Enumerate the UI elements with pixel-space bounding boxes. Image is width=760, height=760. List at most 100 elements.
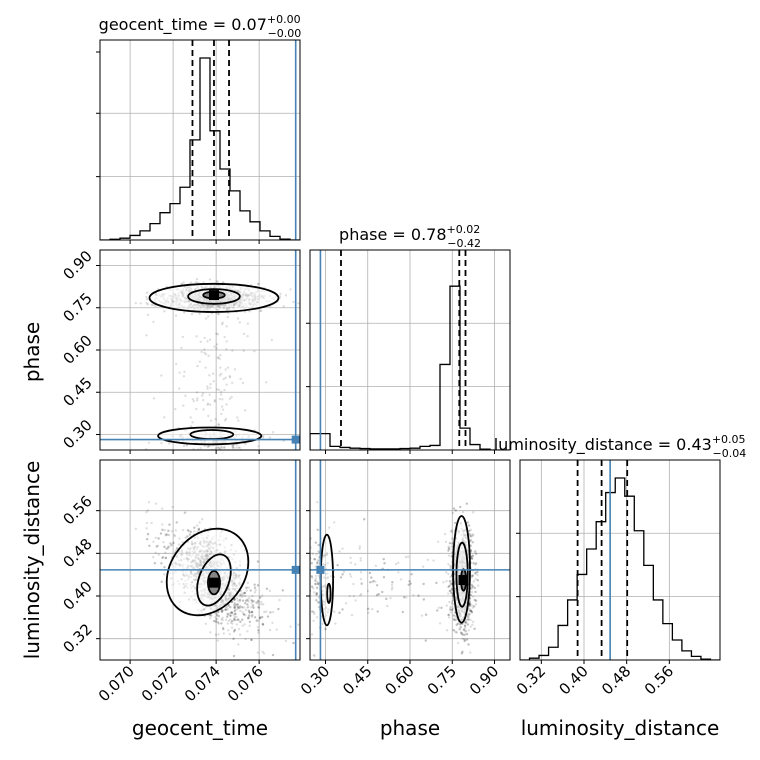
- sample-point: [474, 590, 477, 594]
- sample-point: [342, 570, 346, 574]
- sample-point: [257, 606, 260, 609]
- sample-point: [198, 312, 201, 316]
- sample-point: [189, 530, 192, 534]
- sample-point: [313, 654, 316, 658]
- sample-point: [360, 592, 363, 596]
- x-tick-label-phase: 0.30: [297, 662, 333, 698]
- sample-point: [220, 610, 224, 613]
- sample-point: [196, 530, 199, 533]
- sample-point: [236, 608, 239, 611]
- sample-point: [173, 533, 176, 537]
- sample-point: [477, 584, 480, 587]
- sample-point: [250, 615, 253, 619]
- sample-point: [220, 445, 223, 448]
- sample-point: [257, 282, 260, 286]
- sample-point: [473, 627, 476, 631]
- sample-point: [471, 511, 475, 514]
- sample-point: [448, 584, 452, 587]
- sample-point: [160, 374, 163, 377]
- sample-point: [420, 614, 424, 617]
- sample-point: [225, 608, 228, 611]
- sample-point: [216, 614, 219, 617]
- sample-point: [452, 628, 455, 632]
- sample-point: [246, 603, 249, 606]
- sample-point: [467, 643, 470, 646]
- sample-point: [248, 611, 251, 614]
- sample-point: [159, 532, 163, 535]
- sample-point: [178, 387, 181, 390]
- sample-point: [313, 558, 317, 561]
- sample-point: [250, 638, 253, 642]
- sample-point: [214, 633, 218, 636]
- x-tick-label-phase: 0.90: [466, 662, 502, 698]
- sample-point: [163, 545, 166, 549]
- sample-point: [220, 446, 224, 449]
- sample-point: [226, 608, 230, 611]
- sample-point: [168, 542, 172, 545]
- sample-point: [252, 606, 255, 609]
- sample-point: [220, 390, 223, 393]
- sample-point: [269, 611, 272, 614]
- sample-point: [188, 532, 191, 536]
- panels: 0.32 0.40 0.48 0.560.300.450.600.750.900.07…: [59, 39, 721, 705]
- sample-point: [408, 580, 411, 583]
- sample-point: [233, 615, 236, 619]
- sample-point: [260, 309, 263, 312]
- sample-point: [312, 653, 316, 657]
- sample-point: [219, 447, 222, 450]
- sample-point: [167, 529, 170, 532]
- sample-point: [157, 537, 160, 540]
- sample-point: [155, 545, 158, 548]
- sample-point: [313, 557, 316, 561]
- sample-point: [370, 576, 373, 579]
- sample-point: [249, 589, 252, 592]
- sample-point: [259, 616, 262, 619]
- sample-point: [216, 446, 220, 449]
- sample-point: [257, 606, 260, 609]
- sample-point: [440, 606, 443, 610]
- sample-point: [459, 623, 462, 626]
- sample-point: [450, 545, 453, 548]
- sample-point: [375, 584, 379, 587]
- sample-point: [219, 366, 222, 369]
- sample-point: [170, 542, 173, 545]
- sample-point: [227, 619, 230, 623]
- sample-point: [470, 557, 474, 560]
- sample-point: [208, 278, 212, 281]
- sample-point: [217, 446, 220, 450]
- sample-point: [447, 585, 451, 588]
- sample-point: [255, 619, 258, 622]
- sample-point: [253, 350, 256, 353]
- sample-point: [410, 573, 413, 576]
- sample-point: [314, 574, 318, 578]
- sample-point: [314, 579, 317, 582]
- sample-point: [244, 601, 247, 605]
- sample-point: [448, 589, 452, 593]
- x-tick-label-geocent-time: 0.070: [95, 662, 138, 705]
- sample-point: [471, 574, 475, 577]
- x-tick-label-phase: 0.60: [381, 662, 417, 698]
- sample-point: [180, 346, 183, 350]
- sample-point: [167, 529, 170, 532]
- y-tick-label-phase: 0.30: [59, 416, 95, 452]
- sample-point: [208, 393, 211, 396]
- hist-panel-luminosity-distance: 0.32 0.40 0.48 0.56: [513, 459, 721, 698]
- sample-point: [451, 511, 455, 515]
- sample-point: [239, 609, 242, 613]
- sample-point: [471, 606, 474, 609]
- sample-point: [460, 652, 464, 655]
- sample-point: [150, 303, 153, 306]
- sample-point: [450, 530, 454, 534]
- sample-point: [255, 619, 258, 622]
- sample-point: [231, 446, 235, 450]
- sample-point: [249, 598, 253, 602]
- sample-point: [139, 302, 142, 305]
- sample-point: [184, 394, 187, 397]
- sample-point: [233, 628, 237, 632]
- sample-point: [339, 576, 343, 579]
- sample-point: [363, 518, 366, 521]
- sample-point: [333, 290, 335, 292]
- sample-point: [407, 583, 410, 586]
- sample-point: [233, 606, 236, 609]
- sample-point: [268, 589, 272, 593]
